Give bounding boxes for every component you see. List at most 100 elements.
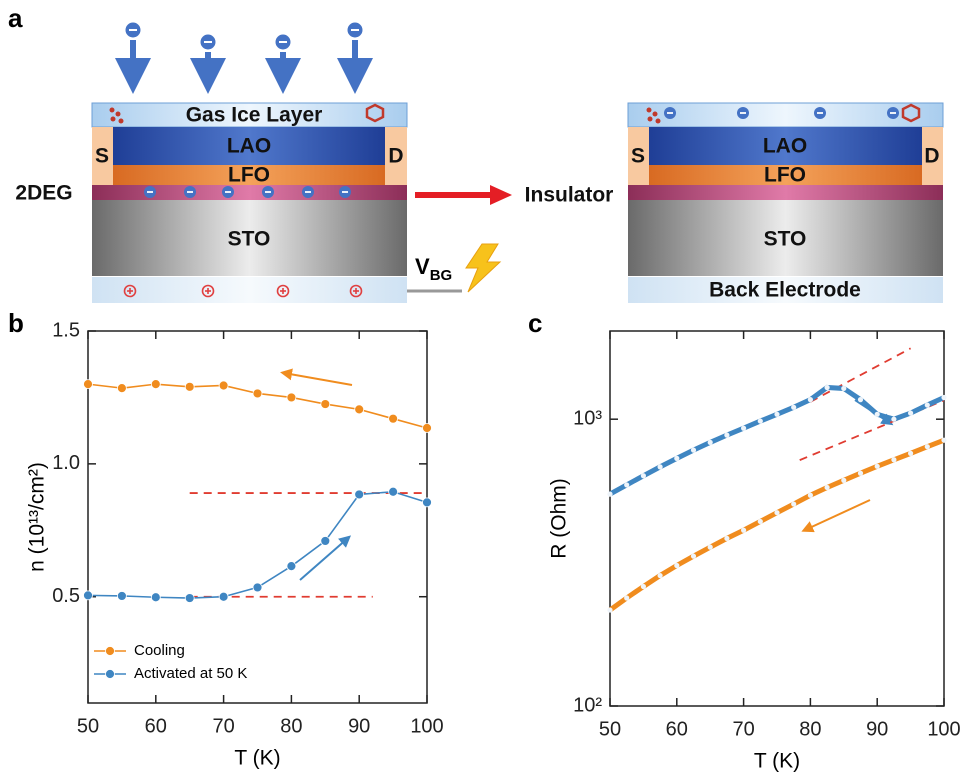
layer-label: Gas Ice Layer: [186, 104, 323, 127]
data-point: [758, 519, 763, 524]
data-point: [708, 440, 713, 445]
layer-label: LAO: [227, 135, 271, 158]
x-tick-label: 90: [866, 718, 888, 740]
layer-label: S: [631, 145, 645, 168]
data-point: [624, 595, 629, 600]
x-tick-label: 50: [599, 718, 621, 740]
layer-label: D: [388, 145, 403, 168]
annotation-arrow: [284, 373, 352, 385]
data-point: [355, 490, 364, 499]
panel-label: c: [528, 308, 542, 338]
x-tick-label: 100: [927, 718, 960, 740]
data-point: [117, 591, 126, 600]
y-tick-label: 1.5: [52, 319, 80, 341]
data-point: [891, 457, 896, 462]
annotation-arrow: [805, 500, 870, 530]
x-tick-label: 90: [348, 715, 370, 737]
series-line: [610, 387, 944, 494]
data-point: [858, 397, 863, 402]
y-tick-label: 10³: [573, 407, 602, 429]
data-point: [423, 423, 432, 432]
x-axis-title: T (K): [754, 750, 800, 773]
diagram: a Gas Ice Layer S D LAO LFO STO 2DEG VB: [8, 3, 943, 303]
data-point: [908, 411, 913, 416]
data-point: [389, 487, 398, 496]
x-tick-label: 70: [212, 715, 234, 737]
layer-label: LFO: [228, 164, 270, 187]
legend-label: Cooling: [134, 642, 185, 659]
electron-arrows: [126, 23, 362, 82]
data-point: [658, 573, 663, 578]
data-point: [875, 412, 880, 417]
data-point: [925, 402, 930, 407]
data-point: [84, 591, 93, 600]
data-point: [708, 545, 713, 550]
data-point: [658, 464, 663, 469]
layer-label: LFO: [764, 164, 806, 187]
y-axis-title: R (Ohm): [548, 478, 571, 559]
transition-arrow-head: [490, 185, 512, 205]
data-point: [891, 417, 896, 422]
y-tick-label: 1.0: [52, 452, 80, 474]
data-point: [641, 473, 646, 478]
transition-label: Insulator: [525, 184, 614, 207]
data-point: [758, 418, 763, 423]
data-point: [185, 594, 194, 603]
data-point: [858, 471, 863, 476]
data-point: [151, 593, 160, 602]
x-tick-label: 70: [732, 718, 754, 740]
data-point: [691, 448, 696, 453]
plot-frame: [610, 331, 944, 706]
data-point: [321, 400, 330, 409]
data-point: [287, 562, 296, 571]
x-axis-title: T (K): [234, 747, 280, 770]
data-point: [641, 584, 646, 589]
data-point: [724, 536, 729, 541]
x-tick-label: 80: [280, 715, 302, 737]
reference-line: [810, 348, 910, 401]
x-tick-label: 80: [799, 718, 821, 740]
data-point: [253, 583, 262, 592]
panel-label: b: [8, 308, 24, 338]
x-tick-label: 60: [666, 718, 688, 740]
data-point: [321, 536, 330, 545]
data-point: [607, 492, 612, 497]
data-point: [117, 384, 126, 393]
x-tick-label: 50: [77, 715, 99, 737]
data-point: [741, 426, 746, 431]
legend-marker: [106, 670, 115, 679]
data-point: [287, 393, 296, 402]
layer-label: Back Electrode: [709, 279, 861, 302]
y-tick-label: 10²: [573, 694, 602, 716]
figure: a Gas Ice Layer S D LAO LFO STO 2DEG VB: [0, 0, 966, 776]
x-tick-label: 60: [145, 715, 167, 737]
data-point: [808, 493, 813, 498]
data-point: [841, 478, 846, 483]
data-point: [691, 554, 696, 559]
data-point: [607, 607, 612, 612]
data-point: [875, 464, 880, 469]
gate: VBG: [407, 244, 500, 292]
data-point: [774, 412, 779, 417]
data-point: [624, 482, 629, 487]
data-point: [925, 444, 930, 449]
gate-label: VBG: [415, 254, 452, 284]
legend-label: Activated at 50 K: [134, 665, 247, 682]
data-point: [219, 592, 228, 601]
data-point: [389, 414, 398, 423]
layer-label: LAO: [763, 135, 807, 158]
x-tick-label: 100: [410, 715, 443, 737]
data-point: [253, 389, 262, 398]
series-line: [88, 492, 427, 598]
data-point: [808, 397, 813, 402]
data-point: [724, 433, 729, 438]
data-point: [774, 510, 779, 515]
data-point: [741, 528, 746, 533]
y-axis-title: n (10¹³/cm²): [26, 462, 49, 572]
layer-label: STO: [228, 228, 271, 251]
device-right: S D LAO LFO STO Back Electrode: [628, 103, 943, 303]
data-point: [423, 498, 432, 507]
device-left: Gas Ice Layer S D LAO LFO STO 2DEG: [15, 103, 407, 303]
layer-label: 2DEG: [15, 182, 72, 205]
data-point: [825, 485, 830, 490]
